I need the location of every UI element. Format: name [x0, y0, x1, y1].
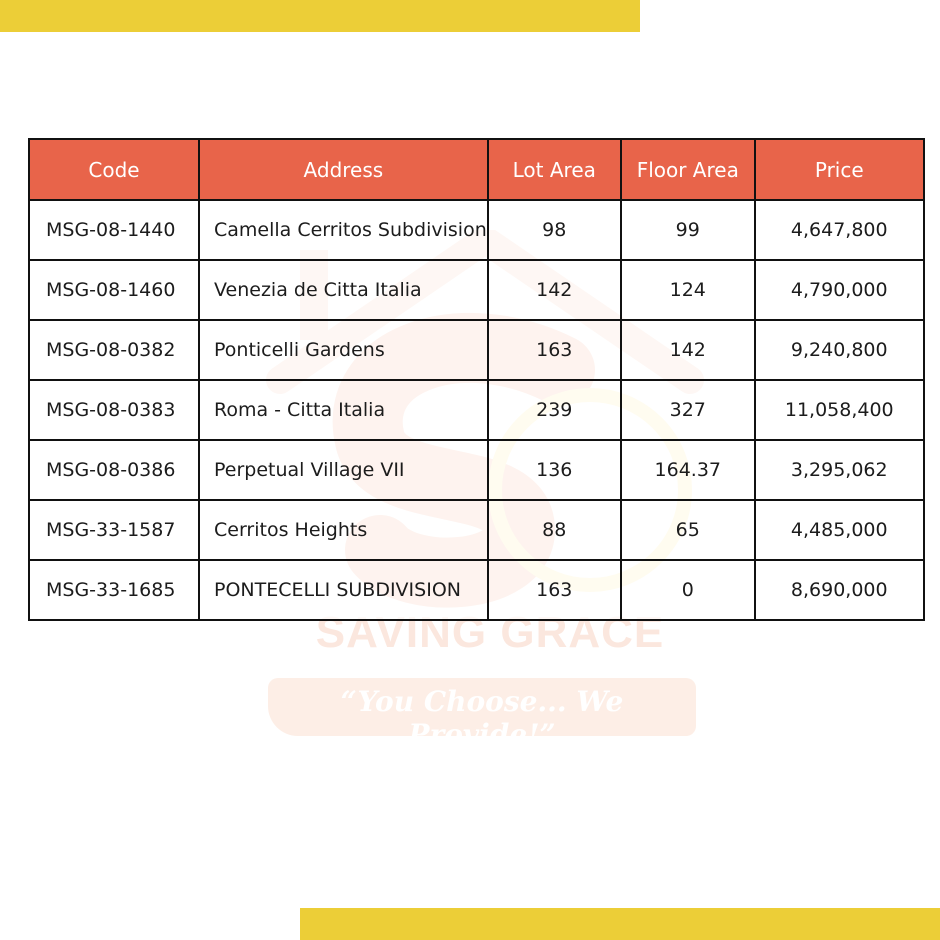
cell-lot-area: 142	[486, 259, 622, 321]
cell-address: PONTECELLI SUBDIVISION	[198, 559, 489, 621]
cell-address: Roma - Citta Italia	[198, 379, 489, 441]
table-row: MSG-08-0386 Perpetual Village VII 136 16…	[28, 439, 925, 501]
cell-address: Cerritos Heights	[198, 499, 489, 561]
cell-code: MSG-08-1440	[28, 199, 200, 261]
cell-code: MSG-08-0382	[28, 319, 200, 381]
cell-address: Venezia de Citta Italia	[198, 259, 489, 321]
table-row: MSG-33-1587 Cerritos Heights 88 65 4,485…	[28, 499, 925, 561]
cell-lot-area: 136	[486, 439, 622, 501]
cell-lot-area: 88	[486, 499, 622, 561]
header-lot-area: Lot Area	[486, 138, 622, 201]
cell-code: MSG-08-0386	[28, 439, 200, 501]
cell-floor-area: 0	[619, 559, 756, 621]
table-row: MSG-08-0383 Roma - Citta Italia 239 327 …	[28, 379, 925, 441]
bottom-accent-bar	[300, 908, 940, 940]
cell-price: 4,647,800	[753, 199, 925, 261]
cell-price: 11,058,400	[753, 379, 925, 441]
header-price: Price	[753, 138, 925, 201]
cell-price: 9,240,800	[753, 319, 925, 381]
cell-address: Perpetual Village VII	[198, 439, 489, 501]
cell-code: MSG-33-1685	[28, 559, 200, 621]
cell-floor-area: 99	[619, 199, 756, 261]
cell-price: 8,690,000	[753, 559, 925, 621]
cell-price: 3,295,062	[753, 439, 925, 501]
table-row: MSG-08-1460 Venezia de Citta Italia 142 …	[28, 259, 925, 321]
cell-lot-area: 239	[486, 379, 622, 441]
cell-code: MSG-08-0383	[28, 379, 200, 441]
cell-address: Camella Cerritos Subdivision	[198, 199, 489, 261]
cell-floor-area: 142	[619, 319, 756, 381]
cell-floor-area: 327	[619, 379, 756, 441]
watermark-tagline-banner	[268, 678, 696, 736]
table-header-row: Code Address Lot Area Floor Area Price	[28, 138, 925, 201]
cell-price: 4,485,000	[753, 499, 925, 561]
table-row: MSG-33-1685 PONTECELLI SUBDIVISION 163 0…	[28, 559, 925, 621]
watermark-tagline: “You Choose... We Provide!”	[340, 685, 624, 751]
table-row: MSG-08-1440 Camella Cerritos Subdivision…	[28, 199, 925, 261]
cell-floor-area: 65	[619, 499, 756, 561]
cell-code: MSG-08-1460	[28, 259, 200, 321]
cell-code: MSG-33-1587	[28, 499, 200, 561]
cell-lot-area: 163	[486, 319, 622, 381]
header-code: Code	[28, 138, 200, 201]
table-row: MSG-08-0382 Ponticelli Gardens 163 142 9…	[28, 319, 925, 381]
cell-floor-area: 164.37	[619, 439, 756, 501]
property-listings-table: Code Address Lot Area Floor Area Price M…	[28, 138, 925, 621]
cell-address: Ponticelli Gardens	[198, 319, 489, 381]
top-accent-bar	[0, 0, 640, 32]
header-floor-area: Floor Area	[619, 138, 756, 201]
cell-lot-area: 98	[486, 199, 622, 261]
cell-lot-area: 163	[486, 559, 622, 621]
cell-floor-area: 124	[619, 259, 756, 321]
header-address: Address	[198, 138, 489, 201]
cell-price: 4,790,000	[753, 259, 925, 321]
